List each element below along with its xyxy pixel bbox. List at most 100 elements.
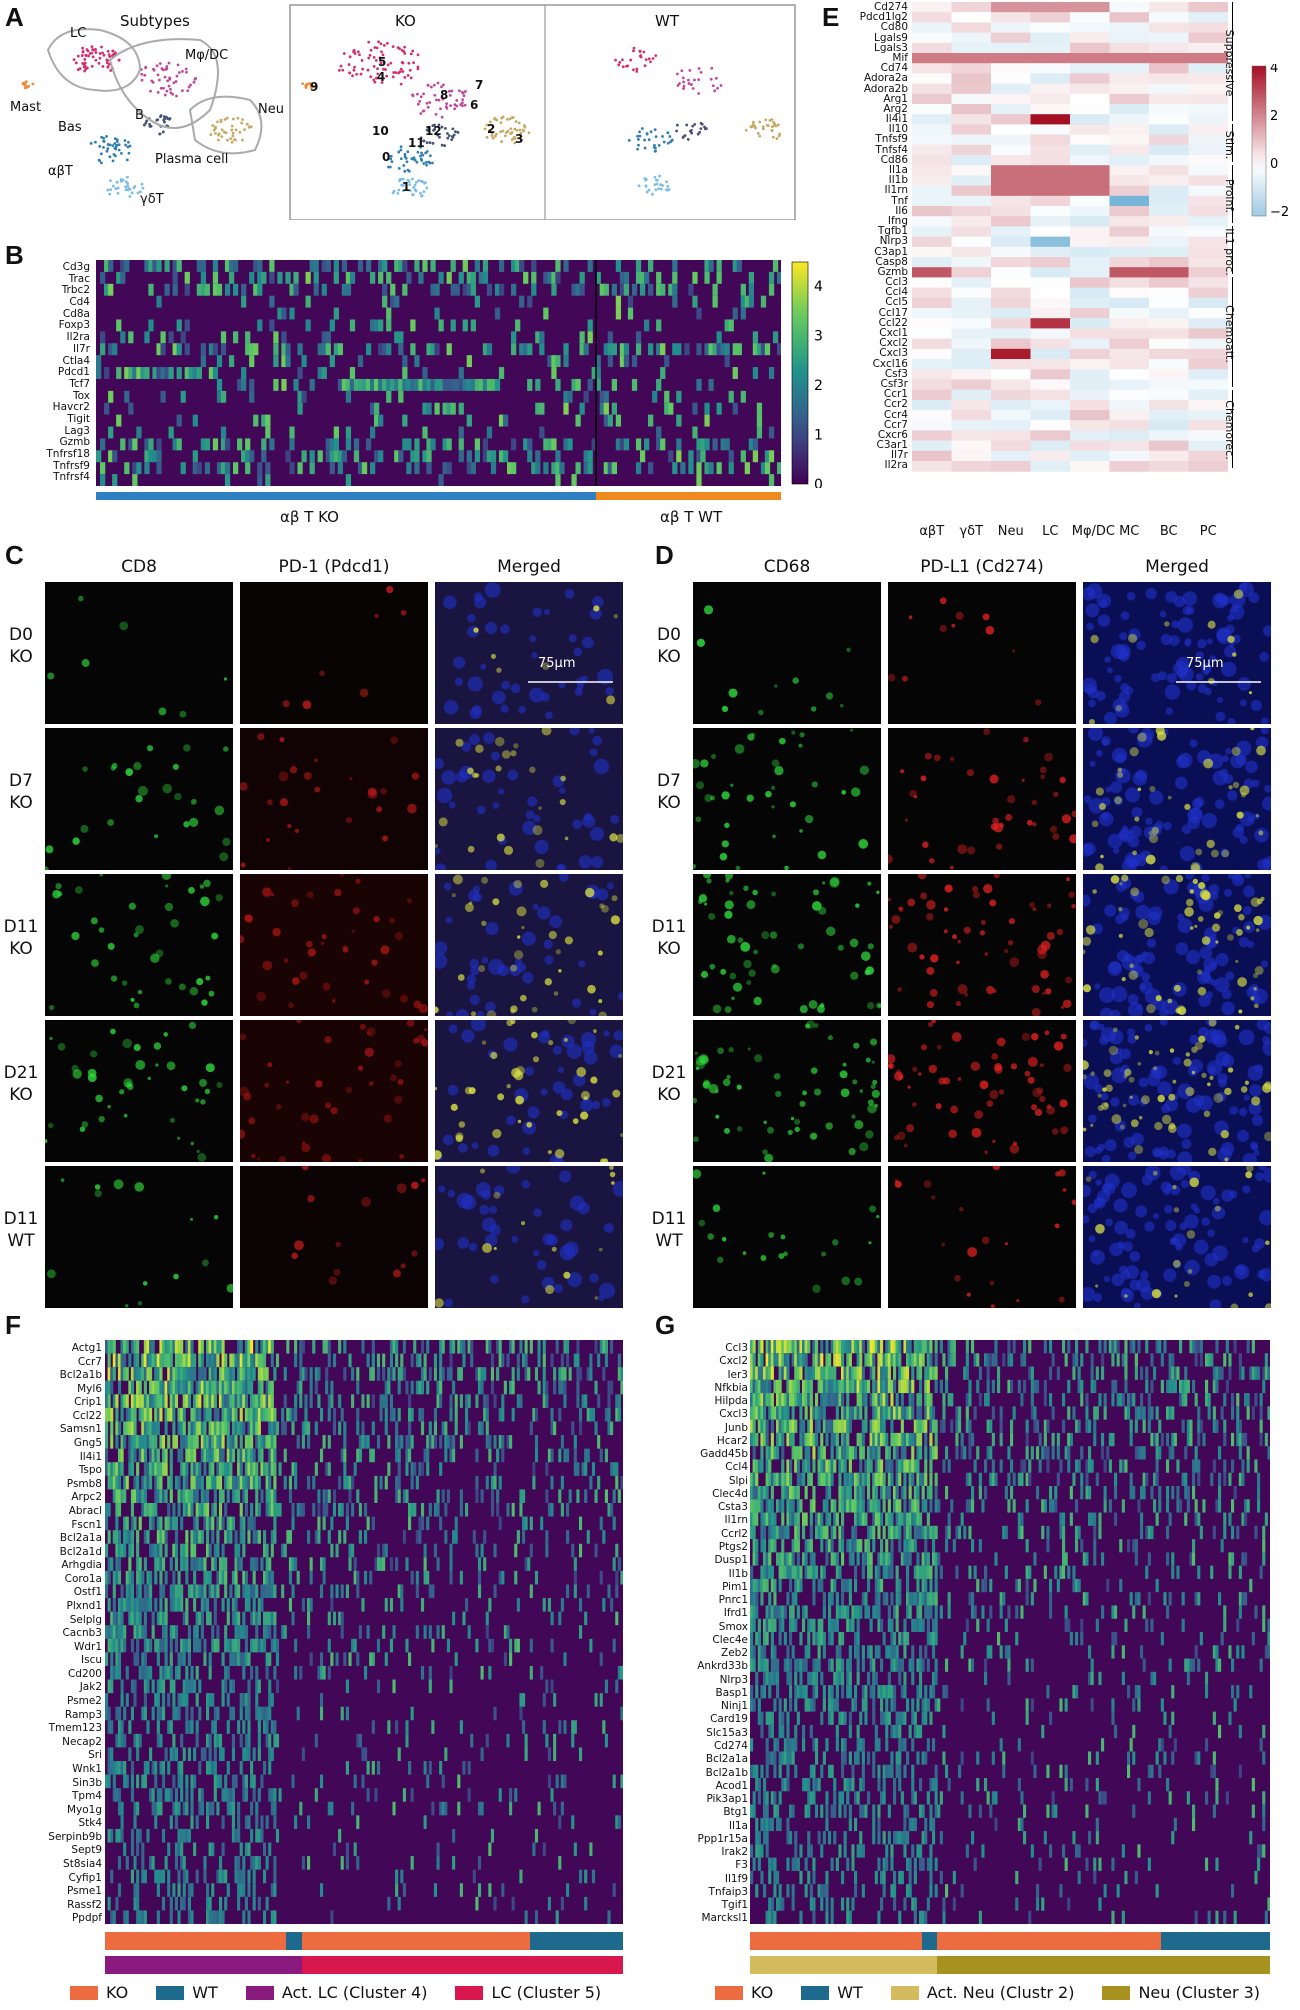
umap-cluster-id: 3: [515, 132, 524, 146]
panel-a-label: A: [5, 2, 24, 32]
group-bracket: [1232, 226, 1233, 275]
gene-label: Cd8a: [62, 307, 90, 320]
umap-cell-label: LC: [70, 26, 87, 41]
gene-label: Cxcl2: [719, 1355, 748, 1368]
gene-label: Cd3g: [62, 261, 90, 273]
gene-label: Selplg: [69, 1613, 102, 1626]
colorbar-tick: 2: [1270, 109, 1278, 124]
gene-label: Cxcl1: [879, 327, 908, 339]
row-label: D21 KO: [1, 1062, 41, 1106]
row-label-day: D11: [651, 1209, 687, 1229]
legend-label: Neu (Cluster 3): [1138, 1983, 1261, 2002]
gene-label: Lgals3: [873, 41, 908, 54]
colorbar-tick: 0: [814, 477, 823, 488]
column-header: CD8: [121, 557, 157, 577]
gene-label: Cd86: [880, 153, 908, 166]
gene-label: Il7r: [890, 449, 908, 462]
gene-label: Stk4: [78, 1817, 102, 1830]
merged-image: [435, 1020, 623, 1162]
gene-label: Tox: [73, 389, 90, 402]
umap-cell-label: Bas: [58, 120, 82, 135]
gene-label: Cd74: [880, 62, 908, 75]
gene-label: Arg1: [883, 92, 908, 105]
gene-label: Adora2b: [863, 82, 908, 95]
gene-label: Marcksl1: [701, 1912, 748, 1925]
gene-label: Ier3: [727, 1368, 748, 1381]
gene-label: Bcl2a1a: [705, 1753, 748, 1766]
gene-label: Cxcl3: [719, 1408, 748, 1421]
gene-label: Smox: [718, 1620, 748, 1633]
umap-cluster-id: 9: [310, 80, 319, 94]
gene-label: Tnf: [891, 194, 908, 207]
gene-label: Csf3: [884, 367, 908, 380]
gene-label: Junb: [724, 1421, 748, 1434]
gene-label: Slpi: [728, 1474, 748, 1487]
gene-label: Trbc2: [61, 284, 90, 297]
gene-label: Cxcl3: [879, 347, 908, 360]
column-label: PC: [1199, 524, 1217, 539]
legend-swatch: [156, 1985, 185, 2000]
umap-title-ko: KO: [395, 12, 416, 30]
gene-label: Trac: [68, 272, 90, 285]
column-header: PD-L1 (Cd274): [920, 557, 1044, 577]
gene-label: Gzmb: [877, 265, 908, 278]
row-label-day: D0: [657, 625, 681, 645]
gene-label: Gzmb: [59, 436, 90, 449]
gene-label: Cacnb3: [62, 1627, 102, 1640]
gene-label: Necap2: [62, 1735, 102, 1748]
group-bracket: [1232, 124, 1233, 163]
green-channel-image: [45, 1020, 233, 1162]
legend-item: KO: [70, 1983, 128, 2002]
gene-label: Psme2: [67, 1695, 102, 1708]
gene-label: Ccr4: [883, 408, 908, 421]
panel-g-cluster-bar: [750, 1956, 1270, 1974]
gene-label: Arpc2: [71, 1491, 102, 1504]
row-label-genotype: KO: [9, 647, 33, 668]
legend-label: LC (Cluster 5): [491, 1983, 602, 2002]
column-label: Mφ/DC: [1071, 524, 1116, 539]
column-label: Neu: [997, 524, 1024, 539]
group-label: Suppressive: [1223, 29, 1236, 97]
gene-label: Sri: [88, 1749, 102, 1762]
row-label: D7 KO: [649, 770, 689, 814]
column-label: αβT: [919, 524, 945, 539]
legend-label: Act. Neu (Clustr 2): [926, 1983, 1075, 2002]
gene-label: Dusp1: [714, 1554, 748, 1567]
gene-label: Lgals9: [873, 31, 908, 44]
panel-a-umap: [21, 4, 796, 220]
gene-label: Zeb2: [721, 1647, 748, 1660]
row-label: D11 WT: [1, 1208, 41, 1252]
umap-cell-label: γδT: [140, 192, 164, 207]
gene-label: Gadd45b: [700, 1448, 748, 1461]
gene-label: Ninj1: [720, 1700, 748, 1713]
gene-label: Hilpda: [714, 1395, 749, 1408]
gene-label: Mif: [892, 51, 908, 64]
legend-label: KO: [106, 1983, 129, 2002]
umap-title-wt: WT: [655, 12, 679, 30]
gene-label: Csta3: [717, 1501, 748, 1514]
umap-cluster-id: 10: [372, 124, 389, 138]
group-label: Chemoatt.: [1223, 304, 1236, 363]
panel-b-group-wt: αβ T WT: [660, 508, 723, 526]
panel-e-label: E: [822, 2, 840, 32]
merged-image: [1083, 1020, 1271, 1162]
gene-label: Cd274: [873, 1, 908, 13]
column-label: BC: [1159, 524, 1178, 539]
gene-label: Cxcr6: [877, 428, 908, 441]
gene-label: Ccl3: [725, 1342, 748, 1354]
row-label: D7 KO: [1, 770, 41, 814]
gene-label: Tgfb1: [877, 225, 908, 238]
row-label-day: D7: [657, 771, 681, 791]
umap-cluster-id: 12: [425, 124, 442, 138]
umap-title-subtypes: Subtypes: [120, 12, 190, 30]
gene-label: Cd4: [69, 296, 90, 309]
gene-label: C3ar1: [876, 439, 908, 452]
gene-label: Clec4e: [712, 1633, 748, 1646]
column-header: PD-1 (Pdcd1): [278, 557, 390, 577]
gene-label: Il2ra: [884, 459, 908, 472]
panel-b-group-bar: [96, 492, 781, 500]
legend-label: Act. LC (Cluster 4): [281, 1983, 428, 2002]
gene-label: Irak2: [721, 1846, 748, 1859]
colorbar-tick: 1: [814, 428, 823, 444]
umap-cluster-id: 8: [440, 88, 449, 102]
